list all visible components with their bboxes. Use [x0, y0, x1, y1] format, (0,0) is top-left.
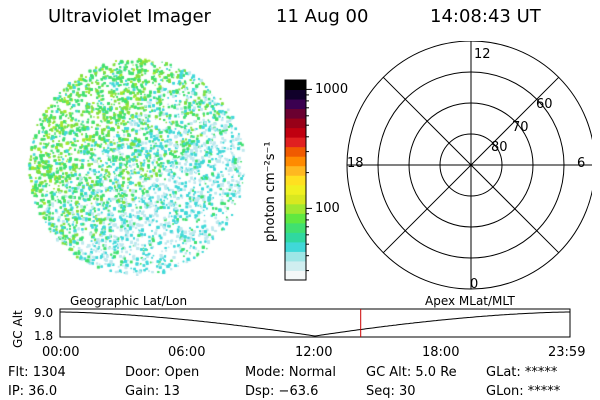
gain-value: Gain: 13 [125, 384, 180, 399]
colorbar-swatch [285, 184, 306, 195]
colorbar-swatch [285, 260, 306, 271]
colorbar-swatch [285, 146, 306, 157]
time-label: 14:08:43 UT [430, 6, 541, 27]
mlt-label-6: 6 [577, 156, 586, 171]
apex-coord-label: Apex MLat/MLT [425, 294, 515, 308]
colorbar-swatch [285, 118, 306, 129]
colorbar-swatch [285, 137, 306, 148]
door-status: Door: Open [125, 365, 200, 380]
colorbar-ticks [306, 88, 312, 272]
track-x-tick-1200: 12:00 [295, 345, 333, 360]
colorbar-tick-label-1000: 1000 [315, 82, 349, 98]
track-y-tick-max: 9.0 [34, 306, 54, 320]
track-x-tick-1800: 18:00 [422, 345, 460, 360]
flight-number: Flt: 1304 [8, 365, 66, 380]
colorbar [284, 79, 312, 281]
track-x-tick-0000: 00:00 [42, 345, 80, 360]
mlat-label-70: 70 [512, 120, 529, 135]
mlat-label-60: 60 [536, 97, 553, 112]
track-y-tick-min: 1.8 [34, 329, 54, 343]
dsp-value: Dsp: −63.6 [245, 384, 319, 399]
colorbar-swatch [285, 80, 306, 91]
altitude-curve [60, 311, 570, 337]
geographic-latitude: GLat: ***** [486, 365, 558, 380]
sequence-number: Seq: 30 [366, 384, 416, 399]
colorbar-swatch [285, 89, 306, 100]
track-y-axis-label: GC Alt [11, 310, 25, 348]
gc-altitude: GC Alt: 5.0 Re [366, 365, 457, 380]
colorbar-swatches [285, 80, 306, 281]
orbit-track-plot [59, 308, 571, 338]
colorbar-tick-label-100: 100 [315, 201, 340, 217]
polar-grid [346, 41, 592, 290]
instrument-title: Ultraviolet Imager [48, 6, 211, 27]
track-frame [59, 308, 571, 338]
colorbar-swatch [285, 203, 306, 214]
mlt-label-18: 18 [347, 156, 364, 171]
track-x-tick-0600: 06:00 [168, 345, 206, 360]
track-x-tick-2359: 23:59 [548, 345, 586, 360]
mlt-label-12: 12 [474, 47, 491, 62]
colorbar-unit-label: photon cm⁻²s⁻¹ [263, 141, 278, 242]
ip-value: IP: 36.0 [8, 384, 58, 399]
colorbar-swatch [285, 222, 306, 233]
polar-diagonal-b [382, 76, 560, 254]
mode-status: Mode: Normal [245, 365, 336, 380]
colorbar-swatch [285, 270, 306, 281]
colorbar-swatch [285, 127, 306, 138]
mlat-label-80: 80 [491, 140, 508, 155]
colorbar-swatch [285, 99, 306, 110]
geographic-longitude: GLon: ***** [486, 384, 561, 399]
colorbar-swatch [285, 108, 306, 119]
colorbar-frame [284, 79, 307, 281]
colorbar-swatch [285, 232, 306, 243]
mlt-label-0: 0 [470, 277, 479, 292]
colorbar-swatch [285, 194, 306, 205]
date-label: 11 Aug 00 [276, 6, 369, 27]
colorbar-swatch [285, 156, 306, 167]
colorbar-swatch [285, 241, 306, 252]
colorbar-swatch [285, 175, 306, 186]
geographic-coord-label: Geographic Lat/Lon [70, 294, 188, 308]
colorbar-swatch [285, 251, 306, 262]
auroral-image [26, 56, 246, 276]
colorbar-swatch [285, 165, 306, 176]
colorbar-swatch [285, 213, 306, 224]
